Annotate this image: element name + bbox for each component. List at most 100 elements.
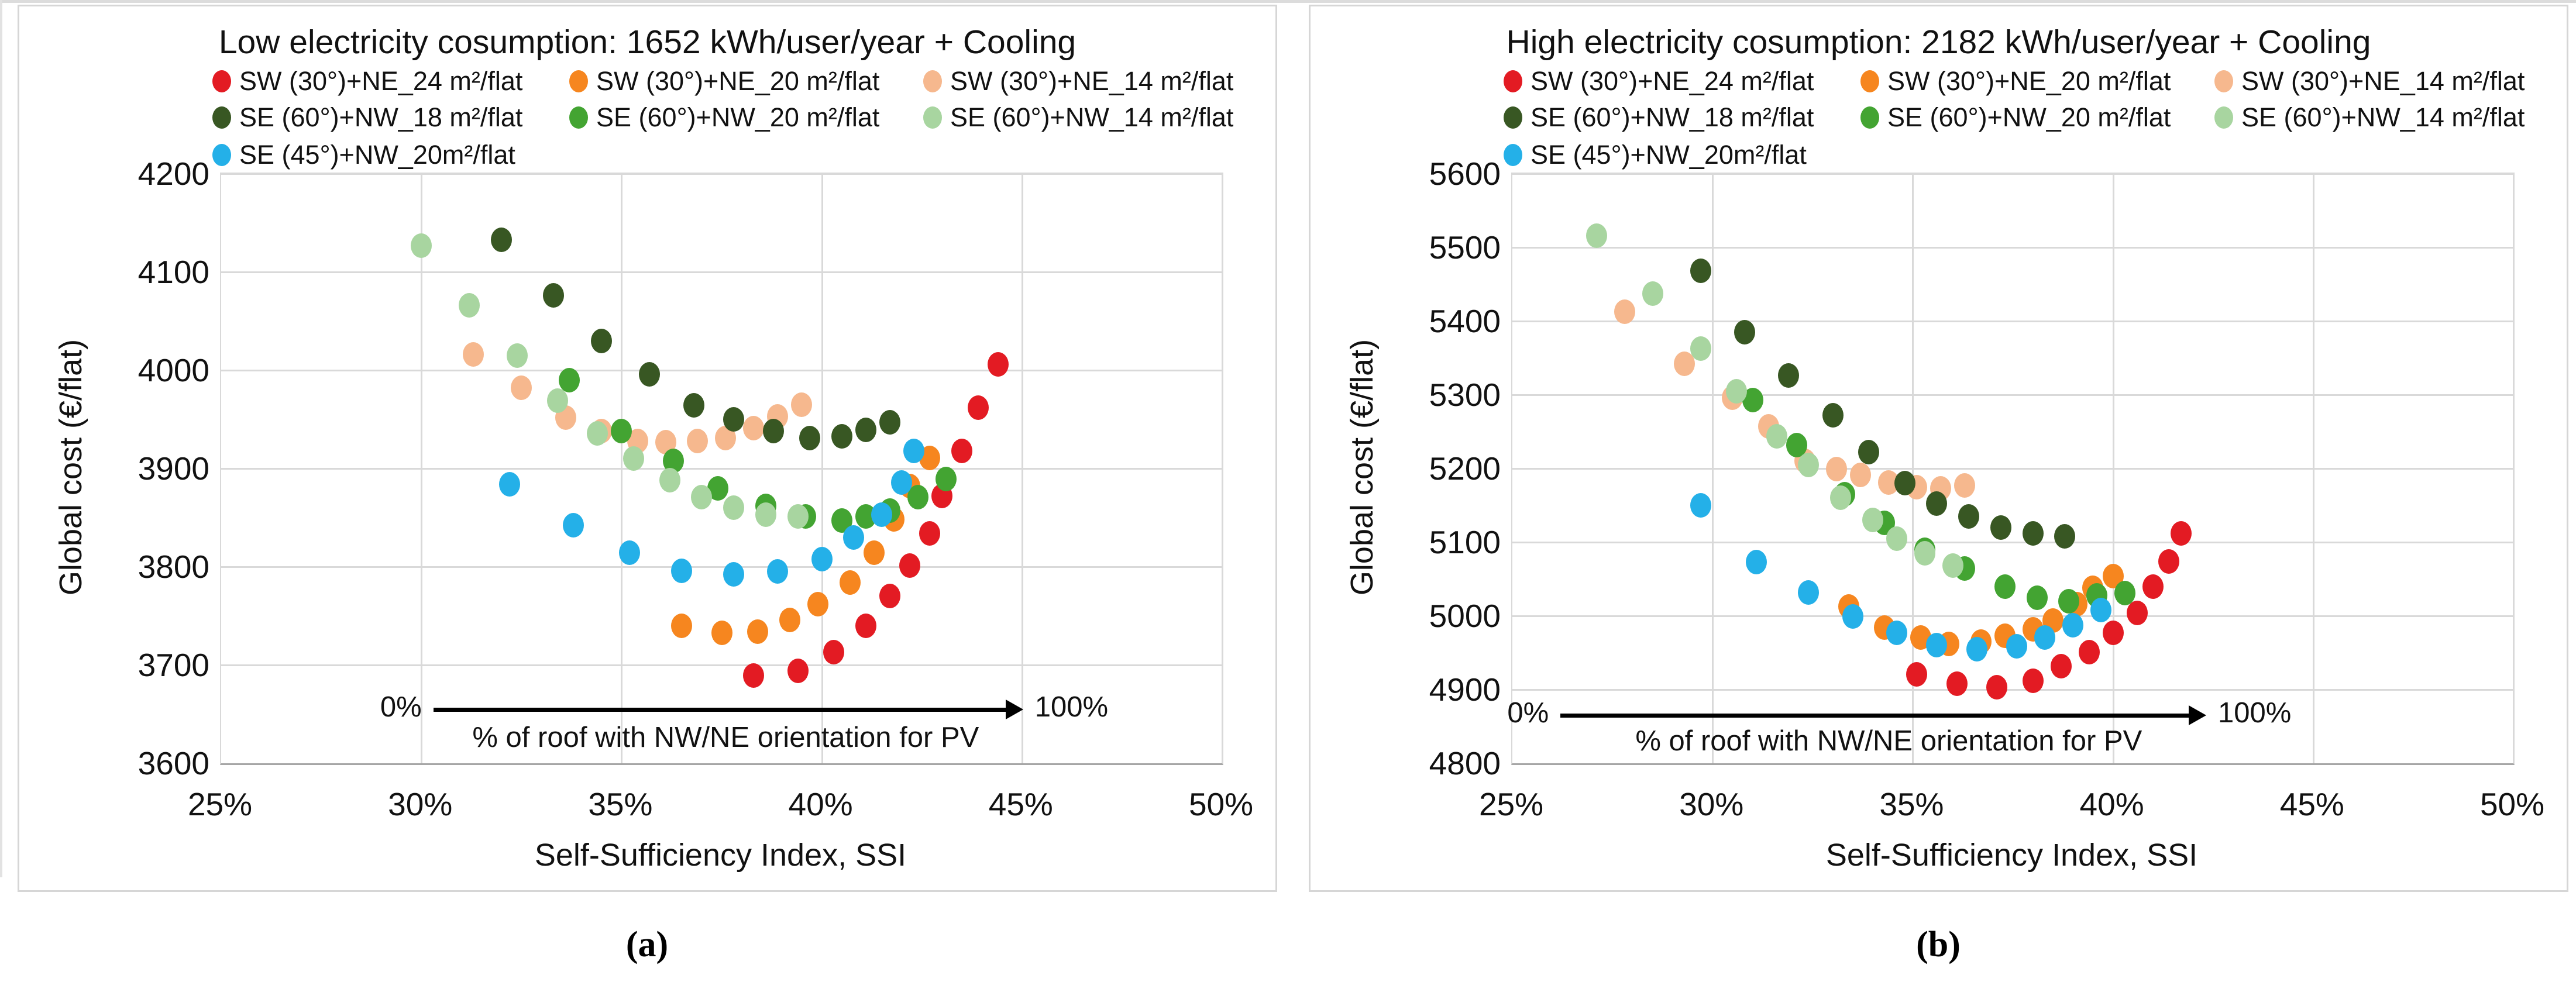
data-point [723,495,745,521]
annotation-hundred-label: 100% [1034,691,1109,723]
data-point [1990,515,2011,540]
data-point [987,352,1009,377]
data-point [1966,636,1987,661]
legend-label: SE (60°)+NW_20 m²/flat [596,102,880,132]
data-point [1586,223,1607,248]
gridline [1512,247,2513,249]
chart-title-b: High electricity cosumption: 2182 kWh/us… [1506,23,2371,61]
red-marker-icon [1504,70,1522,92]
dark-green-marker-icon [1504,106,1522,129]
gridline [221,271,1222,273]
data-point [507,343,528,368]
legend-label: SW (30°)+NE_20 m²/flat [596,66,880,96]
data-point [1886,620,1908,645]
page-edge-left [0,0,2,877]
data-point [1942,553,1963,578]
data-point [711,620,732,645]
gridline [1512,689,2513,691]
plot-area-b: 0% 100% % of roof with NW/NE orientation f… [1507,173,2515,765]
data-point [2090,597,2112,622]
data-point [907,484,928,509]
orange-marker-icon [569,70,588,92]
orange-marker-icon [1860,70,1879,92]
data-point [811,546,833,571]
gridline [1512,394,2513,396]
data-point [1690,259,1711,284]
data-point [2158,549,2180,574]
data-point [1926,633,1948,658]
blue-marker-icon [212,144,231,166]
gridline [221,370,1222,371]
data-point [546,388,568,414]
x-tick-label: 35% [588,786,653,822]
legend-item: SE (60°)+NW_18 m²/flat [212,101,522,134]
data-point [1986,675,2008,700]
annotation-arrowhead-icon [1005,699,1023,719]
data-point [459,293,480,318]
x-tick-label: 50% [2479,786,2545,822]
legend-label: SW (30°)+NE_14 m²/flat [2241,66,2525,96]
data-point [1734,319,1755,344]
legend-item: SE (45°)+NW_20m²/flat [1504,139,1807,171]
data-point [919,521,941,546]
data-point [2026,585,2048,610]
caption-a: (a) [625,925,669,964]
x-tick-label: 40% [2079,786,2144,822]
data-point [2022,521,2044,546]
data-point [671,613,693,638]
data-point [463,342,484,367]
chart-panel-b: High electricity cosumption: 2182 kWh/us… [1309,5,2568,892]
annotation-arrowhead-icon [2189,705,2206,726]
data-point [1994,574,2016,599]
light-green-marker-icon [2214,106,2233,129]
legend-item: SW (30°)+NE_24 m²/flat [212,65,522,98]
data-point [779,607,800,632]
x-axis-title-a: Self-Sufficiency Index, SSI [534,838,907,873]
data-point [1886,526,1908,551]
data-point [1946,671,1968,696]
data-point [1830,485,1852,511]
data-point [767,559,789,584]
caption-b: (b) [1916,925,1961,964]
data-point [671,558,693,583]
legend-b: SW (30°)+NE_24 m²/flat SW (30°)+NE_20 m²/… [1311,6,2567,170]
data-point [1746,550,1767,575]
y-tick-label: 5400 [1429,303,1501,339]
data-point [587,421,608,446]
data-point [787,504,809,529]
data-point [791,392,813,417]
x-tick-label: 35% [1879,786,1944,822]
data-point [622,446,644,471]
legend-item: SE (60°)+NW_14 m²/flat [923,101,1233,134]
data-point [879,584,900,609]
gridline [1912,174,1914,763]
x-tick-label: 40% [788,786,853,822]
legend-item: SE (60°)+NW_18 m²/flat [1504,101,1814,134]
data-point [1842,604,1863,629]
x-tick-label: 45% [2279,786,2344,822]
y-tick-label: 4000 [137,352,209,388]
y-tick-label: 4900 [1429,671,1501,708]
data-point [1858,440,1880,465]
data-point [1822,403,1844,428]
data-point [1786,432,1807,457]
data-point [951,438,973,463]
data-point [763,419,785,444]
annotation-zero-label: 0% [1507,697,1549,729]
gridline [421,174,423,763]
data-point [2114,580,2136,605]
data-point [1906,661,1928,687]
y-tick-label: 3800 [137,549,209,585]
data-point [1954,473,1976,498]
data-point [2170,521,2192,546]
data-point [1798,452,1820,477]
y-tick-label: 5300 [1429,377,1501,413]
page-edge [0,0,2576,3]
data-point [1690,336,1711,361]
legend-label: SE (60°)+NW_18 m²/flat [239,102,523,132]
y-tick-label: 5200 [1429,450,1501,487]
data-point [799,425,821,450]
data-point [723,407,745,432]
gridline [221,664,1222,666]
data-point [1798,580,1820,605]
